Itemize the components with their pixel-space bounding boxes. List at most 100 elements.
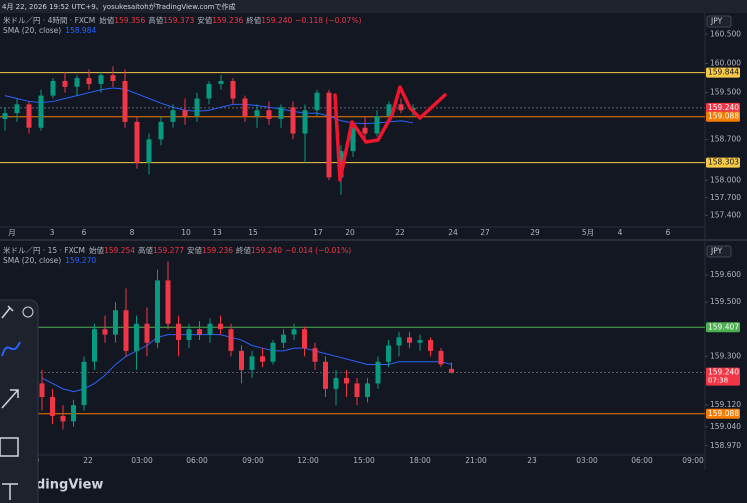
candle-body	[165, 280, 171, 324]
candle-body	[102, 329, 108, 335]
candle-body	[281, 334, 286, 343]
candle-body	[38, 95, 44, 128]
candle-body	[122, 80, 128, 122]
y-tick-label: 159.500	[710, 297, 741, 306]
candle-body	[302, 329, 307, 349]
x-tick-label: 8	[130, 228, 135, 237]
y-tick-label: 159.600	[710, 270, 741, 279]
candle-body	[186, 329, 192, 341]
footer-bar	[0, 470, 747, 503]
freehand-drawing	[333, 85, 447, 182]
candle-body	[333, 378, 339, 389]
candle-body	[374, 116, 380, 134]
x-tick-label: 月	[8, 228, 16, 237]
candle-body	[182, 110, 188, 117]
legend-label: 高値	[138, 245, 153, 255]
emoji-tool[interactable]	[22, 306, 34, 318]
brush-tool[interactable]	[1, 305, 14, 319]
legend-label: 高値	[148, 15, 163, 25]
candle-body	[278, 107, 284, 119]
x-tick-label: 17	[313, 228, 323, 237]
y-tick-label: 157.400	[710, 210, 741, 219]
candle-body	[386, 104, 392, 117]
candle-body	[239, 350, 244, 370]
candle-body	[176, 323, 181, 341]
candle-body	[134, 121, 140, 163]
y-tick-label: 158.700	[710, 134, 741, 143]
candle-body	[302, 110, 308, 134]
price-label: 159.088	[708, 409, 739, 418]
toolbar-panel	[0, 299, 39, 503]
legend-change: −0.014 (−0.01%)	[285, 246, 351, 255]
price-label: 159.844	[708, 68, 739, 77]
candle-body	[323, 361, 328, 389]
x-tick-label: 29	[530, 228, 540, 237]
legend-label: 始値	[99, 15, 114, 25]
candle-body	[155, 280, 160, 343]
candle-body	[98, 75, 104, 84]
x-tick-label: 21:00	[465, 456, 487, 465]
candle-body	[144, 323, 150, 343]
candle-body	[123, 310, 129, 351]
legend-value: 159.236	[202, 246, 233, 255]
legend-label: 安値	[187, 245, 202, 255]
rectangle-tool[interactable]	[0, 437, 19, 457]
logo: dingView	[36, 478, 103, 493]
candle-body	[398, 104, 404, 111]
x-tick-label: 18:00	[409, 456, 431, 465]
x-tick-label: 06:00	[631, 456, 653, 465]
candle-body	[270, 342, 276, 362]
x-tick-label: 06:00	[186, 456, 208, 465]
currency: JPY	[710, 247, 723, 256]
price-label-box	[706, 67, 740, 78]
candle-body	[365, 383, 370, 397]
candle-body	[386, 345, 391, 362]
price-label: 159.088	[708, 112, 739, 121]
sma-value: 158.984	[65, 26, 96, 35]
candle-body	[396, 337, 402, 346]
price-label: 159.240	[708, 368, 739, 377]
y-tick-label: 159.120	[710, 400, 741, 409]
candle-body	[407, 337, 412, 343]
candle-body	[344, 378, 349, 384]
candle-body	[26, 104, 32, 128]
x-tick-label: 22	[83, 456, 93, 465]
y-tick-label: 158.970	[710, 441, 741, 450]
caption: 4月 22, 2026 19:52 UTC+9、yosukesaitohがTra…	[2, 2, 235, 11]
candle-body	[218, 323, 223, 330]
y-tick-label: 158.000	[710, 175, 741, 184]
candle-body	[62, 80, 68, 87]
legend-value: 159.356	[114, 16, 145, 25]
candle-body	[60, 415, 66, 422]
curve-tool[interactable]	[1, 341, 21, 357]
price-label-box	[706, 408, 740, 419]
x-tick-label: 4	[618, 228, 623, 237]
candle-body	[86, 78, 92, 84]
x-tick-label: 15:00	[353, 456, 375, 465]
x-tick-label: 03:00	[576, 456, 598, 465]
caption-bar	[0, 0, 747, 13]
sma-line	[41, 334, 452, 393]
candle-body	[428, 340, 433, 351]
price-label-box	[706, 322, 740, 333]
candle-body	[71, 405, 76, 422]
sma-value: 159.270	[65, 256, 96, 265]
sma-label: SMA (20, close)	[3, 256, 61, 265]
candle-body	[81, 361, 87, 406]
x-tick-label: 13	[212, 228, 222, 237]
text-tool[interactable]	[2, 483, 18, 500]
candle-body	[39, 383, 45, 397]
y-tick-label: 159.500	[710, 88, 741, 97]
x-tick-label: 22	[395, 228, 405, 237]
candle-body	[74, 78, 80, 87]
legend-value: 159.373	[163, 16, 194, 25]
legend-value: 159.240	[251, 246, 282, 255]
x-tick-label: 27	[480, 228, 490, 237]
candle-body	[354, 383, 360, 397]
price-label: 159.240	[708, 103, 739, 112]
candle-body	[438, 350, 444, 365]
candle-body	[417, 340, 423, 343]
arrow-tool[interactable]	[1, 389, 19, 409]
legend-label: 安値	[197, 15, 212, 25]
